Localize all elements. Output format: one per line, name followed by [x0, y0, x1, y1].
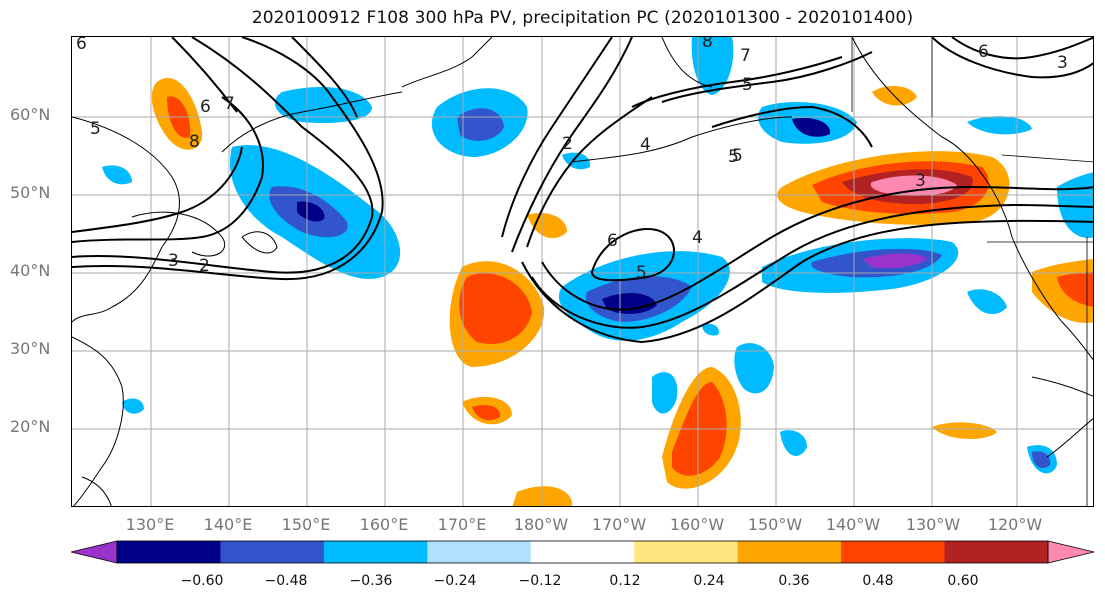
positive-anomaly-region: [472, 405, 501, 421]
colorbar: [71, 540, 1095, 564]
colorbar-segment: [530, 541, 635, 563]
contour-label: 6: [607, 231, 618, 251]
colorbar-tick-label: 0.48: [862, 573, 894, 589]
longitude-label: 160°W: [669, 515, 725, 534]
positive-anomaly-region: [1057, 272, 1093, 307]
colorbar-segment: [220, 541, 325, 563]
map-title: 2020100912 F108 300 hPa PV, precipitatio…: [251, 8, 914, 28]
latitude-label: 30°N: [10, 339, 51, 358]
negative-anomaly-region: [652, 372, 678, 414]
longitude-label: 170°E: [437, 515, 487, 534]
colorbar-tick-label: 0.60: [947, 573, 979, 589]
contour-label: 2: [199, 256, 210, 276]
contour-label: 7: [740, 46, 751, 66]
contour-label: 4: [640, 135, 651, 155]
contour-label: 2: [562, 134, 573, 154]
negative-anomaly-region: [274, 87, 372, 124]
positive-anomaly-region: [459, 273, 532, 344]
negative-anomaly-region: [297, 201, 325, 222]
negative-anomaly-region: [702, 323, 719, 336]
contour-label: 5: [742, 75, 753, 95]
colorbar-tick-label: −0.48: [264, 573, 308, 589]
negative-anomaly-region: [562, 152, 591, 170]
contour-label: 3: [915, 171, 926, 191]
longitude-label: 180°W: [513, 515, 569, 534]
map-canvas: 6 7 5 6 8 3 2 2 4 5 6 5 4 8 7 5 6 3 5 3: [72, 37, 1093, 506]
colorbar-segment: [323, 541, 428, 563]
map-panel: 6 7 5 6 8 3 2 2 4 5 6 5 4 8 7 5 6 3 5 3: [71, 36, 1094, 507]
longitude-label: 140°E: [203, 515, 253, 534]
latitude-label: 40°N: [10, 261, 51, 280]
colorbar-tick-label: −0.12: [518, 573, 562, 589]
longitude-label: 130°E: [125, 515, 175, 534]
negative-anomaly-region: [1032, 451, 1051, 469]
contour-label: 7: [224, 94, 235, 114]
latitude-label: 50°N: [10, 183, 51, 202]
borders: [851, 37, 1093, 506]
contour-label-group: 6 7 5 6 8 3 2 2 4 5 6 5 4 8 7 5 6 3 5 3: [76, 37, 1068, 283]
colorbar-tick-label: 0.36: [778, 573, 810, 589]
contour-label: 3: [168, 251, 179, 271]
contour-label: 6: [978, 42, 989, 62]
colorbar-tick-label: −0.24: [433, 573, 477, 589]
colorbar-extend-low: [71, 540, 118, 564]
coastlines: [72, 37, 1093, 506]
colorbar-segment: [117, 541, 221, 563]
graticule: [72, 37, 1093, 506]
contour-label: 8: [702, 37, 713, 52]
contour-label: 6: [200, 97, 211, 117]
colorbar-extend-high: [1047, 540, 1095, 564]
longitude-label: 170°W: [591, 515, 647, 534]
longitude-label: 150°W: [747, 515, 803, 534]
longitude-label: 150°E: [281, 515, 331, 534]
contour-label: 5: [728, 147, 739, 167]
colorbar-segment: [737, 541, 842, 563]
negative-anomaly-region: [102, 165, 132, 185]
colorbar-tick-label: 0.12: [609, 573, 641, 589]
colorbar-tick-label: −0.60: [180, 573, 224, 589]
latitude-label: 60°N: [10, 105, 51, 124]
contour-label: 5: [636, 263, 647, 283]
colorbar-segment: [427, 541, 532, 563]
positive-anomaly-region: [527, 212, 567, 239]
contour-label: 4: [692, 228, 703, 248]
positive-anomaly-region: [932, 422, 997, 439]
contour-label: 5: [732, 146, 743, 166]
colorbar-tick-label: 0.24: [693, 573, 725, 589]
pv-contours: [72, 37, 1093, 344]
negative-anomaly-region: [1057, 172, 1093, 238]
colorbar-segment: [634, 541, 739, 563]
latitude-label: 20°N: [10, 417, 51, 436]
contour-label: 8: [189, 132, 200, 152]
longitude-label: 140°W: [825, 515, 881, 534]
negative-anomaly-region: [122, 398, 144, 414]
colorbar-segment: [841, 541, 946, 563]
contour-label: 3: [1057, 53, 1068, 73]
colorbar-segment: [944, 541, 1049, 563]
colorbar-outline: [116, 540, 1049, 564]
longitude-label: 160°E: [359, 515, 409, 534]
positive-anomaly-region: [870, 175, 957, 196]
negative-anomaly-region: [734, 343, 774, 394]
negative-anomaly-region: [967, 289, 1007, 315]
negative-anomaly-region: [967, 116, 1032, 135]
negative-anomaly-region: [780, 430, 807, 456]
contour-label: 5: [90, 119, 101, 139]
shading-layer: [102, 37, 1093, 506]
negative-anomaly-region: [457, 108, 504, 141]
longitude-label: 120°W: [987, 515, 1043, 534]
negative-anomaly-region: [862, 253, 927, 269]
negative-anomaly-region: [691, 37, 734, 95]
longitude-label: 130°W: [905, 515, 961, 534]
colorbar-tick-label: −0.36: [349, 573, 393, 589]
contour-label: 6: [76, 37, 87, 54]
negative-anomaly-region: [792, 117, 831, 137]
